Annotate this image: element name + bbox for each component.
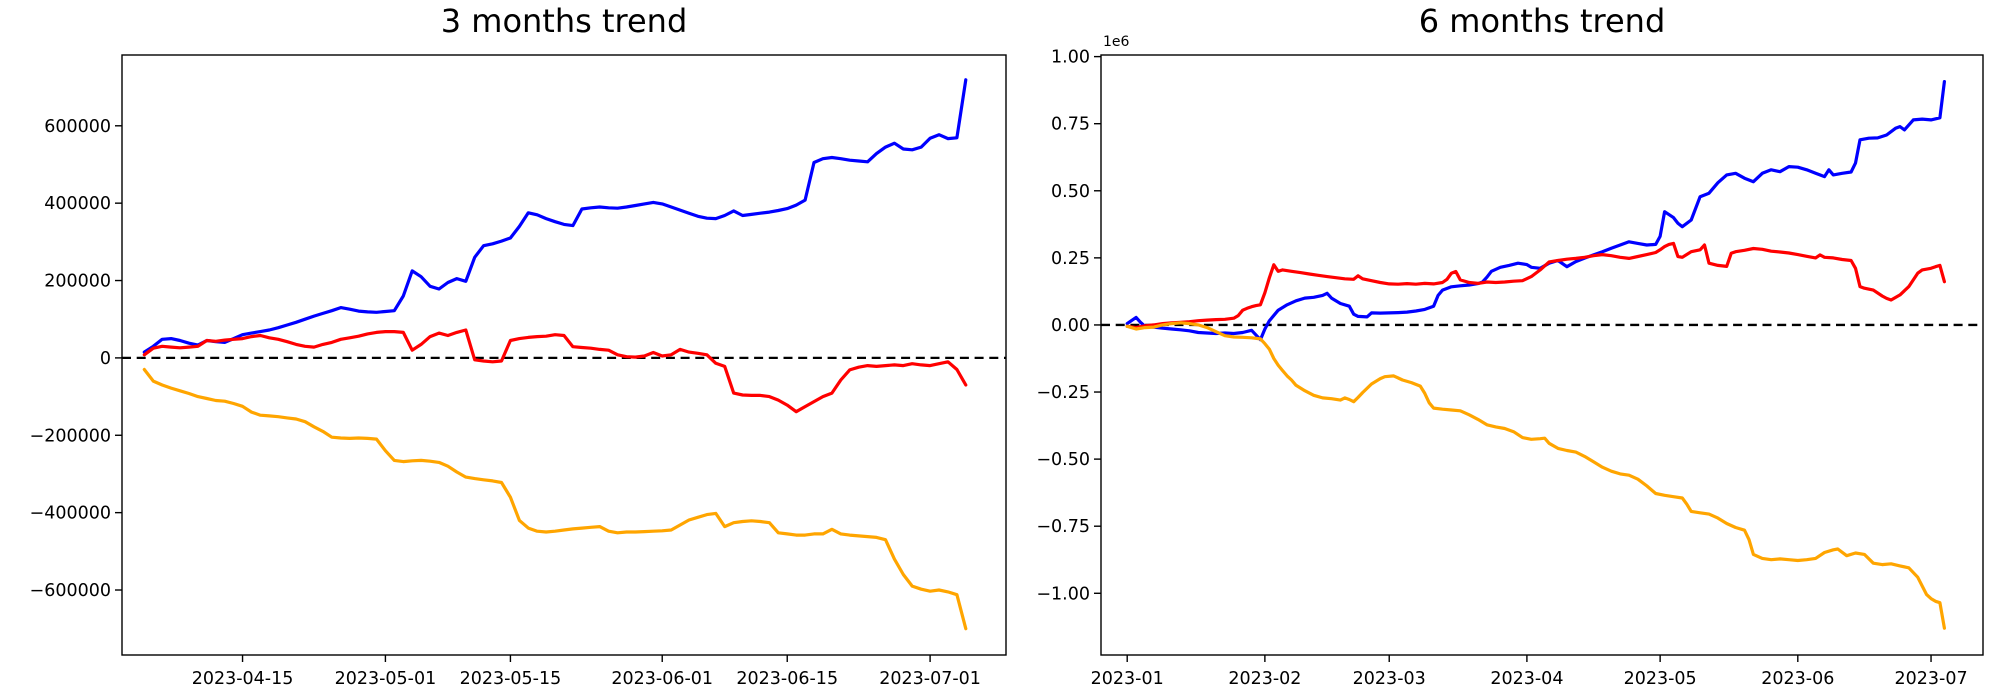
y-tick-label: −600000	[30, 581, 111, 601]
y-tick-label: −0.50	[1036, 450, 1090, 470]
y-tick-label: 0	[100, 349, 111, 369]
y-tick-label: 400000	[44, 194, 111, 214]
x-tick-label: 2023-05	[1624, 669, 1697, 689]
chart-title-6-months: 6 months trend	[1418, 2, 1666, 40]
chart-6-months-trend: 2023-01 2023-02 2023-03 2023-04 2023-05 2023-…	[1036, 48, 1984, 689]
series-red-line	[142, 328, 968, 414]
y-axis-offset-label: 1e6	[1103, 34, 1130, 50]
y-tick-label: −0.25	[1036, 383, 1090, 403]
y-tick-label: 0.75	[1051, 115, 1090, 135]
y-tick-label: 600000	[44, 117, 111, 137]
x-tick-label: 2023-05-01	[335, 669, 437, 689]
y-tick-label: −0.75	[1036, 517, 1090, 537]
series-orange-line	[142, 367, 968, 631]
plot-border	[1100, 54, 1984, 656]
x-tick-label: 2023-07	[1894, 669, 1967, 689]
y-tick-label: −400000	[30, 504, 111, 524]
x-tick-label: 2023-06-01	[611, 669, 713, 689]
series-red-line	[1125, 241, 1947, 330]
y-tick-label: −200000	[30, 426, 111, 446]
x-tick-label: 2023-06-15	[736, 669, 838, 689]
x-tick-label: 2023-06	[1761, 669, 1834, 689]
y-tick-label: 0.50	[1051, 182, 1090, 202]
x-tick-label: 2023-03	[1353, 669, 1426, 689]
y-tick-label: −1.00	[1036, 584, 1090, 604]
series-blue-line	[142, 78, 968, 354]
chart-3-months-trend: 2023-04-15 2023-05-01 2023-05-15 2023-06-01…	[30, 54, 1007, 689]
x-tick-label: 2023-05-15	[460, 669, 562, 689]
x-tick-label: 2023-04	[1490, 669, 1563, 689]
y-tick-label: 1.00	[1051, 48, 1090, 68]
y-tick-label: 0.00	[1051, 316, 1090, 336]
series-blue-line	[1125, 80, 1947, 342]
plot-border	[121, 54, 1007, 656]
y-tick-label: 200000	[44, 272, 111, 292]
x-tick-label: 2023-01	[1091, 669, 1164, 689]
x-tick-label: 2023-04-15	[192, 669, 294, 689]
y-tick-label: 0.25	[1051, 249, 1090, 269]
x-tick-label: 2023-02	[1228, 669, 1301, 689]
x-tick-label: 2023-07-01	[879, 669, 981, 689]
chart-title-3-months: 3 months trend	[440, 2, 688, 40]
series-orange-line	[1125, 321, 1947, 630]
